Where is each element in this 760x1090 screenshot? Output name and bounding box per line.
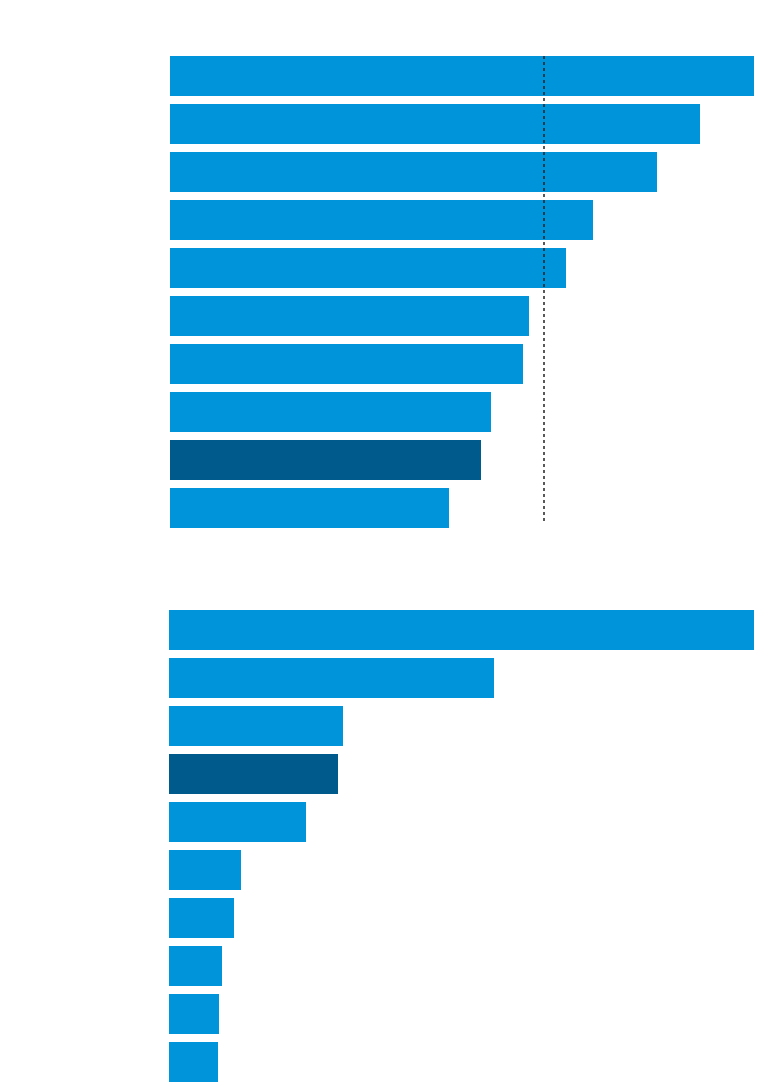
bar [170, 200, 593, 240]
bar [169, 658, 494, 698]
bar [169, 802, 306, 842]
bar [170, 392, 491, 432]
bar [169, 946, 222, 986]
bar [170, 152, 657, 192]
bar [169, 994, 219, 1034]
bar [169, 1042, 218, 1082]
bar [170, 344, 523, 384]
bar [169, 850, 241, 890]
bar [170, 488, 449, 528]
bar [170, 104, 700, 144]
bar [170, 440, 481, 480]
bar [169, 754, 338, 794]
bar [170, 296, 529, 336]
bar [169, 706, 343, 746]
bar [169, 898, 234, 938]
bar [170, 248, 566, 288]
bar [170, 56, 754, 96]
bar [169, 610, 754, 650]
